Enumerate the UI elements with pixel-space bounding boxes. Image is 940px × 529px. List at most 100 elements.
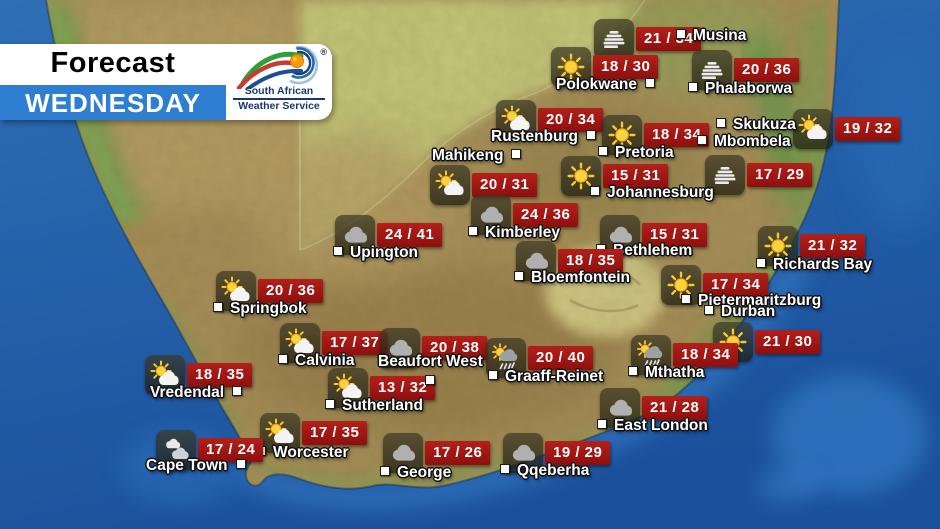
city-label-skukuza: Skukuza xyxy=(716,116,796,134)
temp-badge: 20 / 40 xyxy=(528,346,594,370)
weather-station-beaufort-west: 20 / 38 xyxy=(380,328,488,368)
weather-station-bloemfontein: 18 / 35 xyxy=(516,241,624,281)
temp-badge: 15 / 31 xyxy=(603,164,669,188)
city-label-graaff-reinet: Graaff-Reinet xyxy=(488,368,603,386)
city-name: Musina xyxy=(693,27,747,44)
cloud-icon xyxy=(471,195,511,235)
city-name: Worcester xyxy=(273,444,349,461)
city-label-durban: Durban xyxy=(704,303,775,321)
location-marker xyxy=(425,375,436,385)
weather-station-musina: 21 / 34 xyxy=(594,19,702,59)
city-name: Graaff-Reinet xyxy=(505,368,604,385)
city-name: Mahikeng xyxy=(432,147,504,164)
location-marker xyxy=(232,386,243,396)
city-name: Phalaborwa xyxy=(705,80,792,97)
city-label-vredendal: Vredendal xyxy=(150,384,243,402)
city-label-george: George xyxy=(380,464,451,482)
sun-cloud-icon xyxy=(260,413,300,453)
weather-station-upington: 24 / 41 xyxy=(335,215,443,255)
city-name: Johannesburg xyxy=(607,184,714,201)
city-label-cape-town: Cape Town xyxy=(146,457,246,475)
temp-badge: 13 / 32 xyxy=(370,376,436,400)
cloud-icon xyxy=(380,328,420,368)
temp-badge: 21 / 32 xyxy=(800,234,866,258)
city-label-calvinia: Calvinia xyxy=(278,352,354,370)
sun-cloud-icon xyxy=(430,165,470,205)
city-name: Bethlehem xyxy=(613,242,693,259)
temp-badge: 20 / 38 xyxy=(422,336,488,360)
fog-icon xyxy=(705,155,745,195)
temp-badge: 19 / 29 xyxy=(545,441,611,465)
temp-badge: 17 / 34 xyxy=(703,273,769,297)
city-name: Beaufort West xyxy=(378,353,483,370)
location-marker xyxy=(676,29,686,39)
temp-badge: 18 / 35 xyxy=(558,249,624,273)
city-name: Upington xyxy=(350,244,419,261)
sun-cloud-icon xyxy=(496,100,536,140)
weather-station-worcester: 17 / 35 xyxy=(260,413,368,453)
weather-station-polokwane: 18 / 30 xyxy=(551,47,659,87)
city-label-pretoria: Pretoria xyxy=(598,144,674,162)
sun-icon xyxy=(551,47,591,87)
temp-badge: 20 / 31 xyxy=(472,173,538,197)
city-name: George xyxy=(397,464,452,481)
clouds-icon xyxy=(156,430,196,470)
registered-mark: ® xyxy=(320,47,327,57)
saws-swoosh-icon xyxy=(236,45,319,89)
day-bar xyxy=(0,85,226,120)
temp-badge: 18 / 30 xyxy=(593,55,659,79)
city-label-polokwane: Polokwane xyxy=(556,76,655,94)
city-name: Skukuza xyxy=(733,116,796,133)
city-name: Qqeberha xyxy=(517,462,590,479)
temp-badge: 24 / 36 xyxy=(513,203,579,227)
location-marker xyxy=(325,399,335,409)
city-label-musina: Musina xyxy=(676,27,746,45)
forecast-day: WEDNESDAY xyxy=(25,88,201,118)
location-marker xyxy=(235,459,246,469)
fog-icon xyxy=(594,19,634,59)
city-label-johannesburg: Johannesburg xyxy=(590,184,714,202)
city-name: Pietermaritzburg xyxy=(698,292,822,309)
weather-station-graaff-reinet: 20 / 40 xyxy=(486,338,594,378)
location-marker xyxy=(278,354,288,364)
location-marker xyxy=(590,186,600,196)
temp-badge: 19 / 32 xyxy=(835,117,901,141)
cloud-icon xyxy=(600,215,640,255)
sun-cloud-icon xyxy=(145,355,185,395)
city-label-mahikeng: Mahikeng xyxy=(432,147,522,165)
forecast-title: Forecast xyxy=(50,47,176,79)
city-label-phalaborwa: Phalaborwa xyxy=(688,80,792,98)
location-marker xyxy=(213,302,223,312)
city-name: Calvinia xyxy=(295,352,355,369)
temp-badge: 15 / 31 xyxy=(642,223,708,247)
sun-icon xyxy=(602,115,642,155)
weather-station-bethlehem: 15 / 31 xyxy=(600,215,708,255)
location-marker xyxy=(511,149,522,159)
location-marker xyxy=(704,305,714,315)
location-marker xyxy=(488,370,498,380)
city-name: Mbombela xyxy=(714,133,791,150)
sun-cloud-icon xyxy=(793,109,833,149)
city-label-qqeberha: Qqeberha xyxy=(500,462,589,480)
city-label-worcester: Worcester xyxy=(256,444,349,462)
saws-logo: ® South African Weather Service xyxy=(226,44,332,120)
city-name: Bloemfontein xyxy=(531,269,631,286)
weather-station-rustenburg: 20 / 34 xyxy=(496,100,604,140)
temp-badge: 18 / 35 xyxy=(187,363,253,387)
city-label-bloemfontein: Bloemfontein xyxy=(514,269,630,287)
weather-station-phalaborwa: 20 / 36 xyxy=(692,50,800,90)
city-label-kimberley: Kimberley xyxy=(468,224,560,242)
temp-badge: 20 / 36 xyxy=(258,279,324,303)
weather-station-cape-town: 17 / 24 xyxy=(156,430,264,470)
location-marker xyxy=(716,118,726,128)
location-marker xyxy=(597,419,607,429)
city-label-richards-bay: Richards Bay xyxy=(756,256,872,274)
location-marker xyxy=(697,135,707,145)
city-name: East London xyxy=(614,417,708,434)
location-marker xyxy=(688,82,698,92)
weather-station-mbombela: 17 / 29 xyxy=(705,155,813,195)
weather-station-vredendal: 18 / 35 xyxy=(145,355,253,395)
city-name: Pretoria xyxy=(615,144,674,161)
city-label-upington: Upington xyxy=(333,244,418,262)
